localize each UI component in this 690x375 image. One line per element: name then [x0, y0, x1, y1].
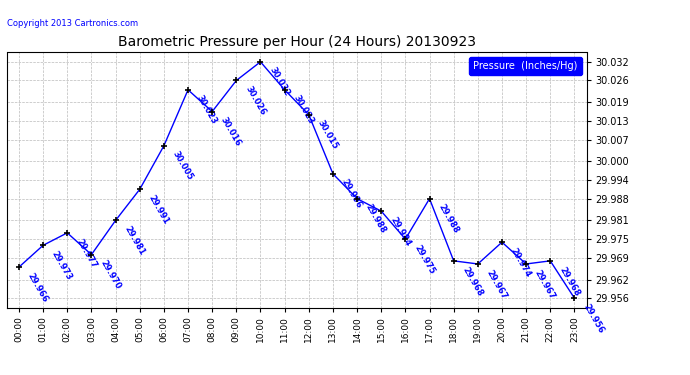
Text: 29.988: 29.988 — [364, 203, 388, 235]
Text: 29.981: 29.981 — [123, 225, 146, 257]
Text: 29.967: 29.967 — [485, 268, 509, 300]
Text: 29.967: 29.967 — [533, 268, 557, 300]
Text: 29.991: 29.991 — [147, 194, 170, 226]
Text: 29.966: 29.966 — [26, 271, 50, 304]
Text: 30.026: 30.026 — [244, 85, 267, 117]
Text: 30.032: 30.032 — [268, 66, 291, 98]
Text: 29.975: 29.975 — [413, 243, 436, 276]
Text: 30.023: 30.023 — [195, 94, 219, 126]
Text: 29.973: 29.973 — [50, 249, 74, 282]
Text: Copyright 2013 Cartronics.com: Copyright 2013 Cartronics.com — [7, 19, 138, 28]
Text: 29.974: 29.974 — [509, 246, 533, 279]
Text: 29.984: 29.984 — [388, 215, 412, 248]
Legend: Pressure  (Inches/Hg): Pressure (Inches/Hg) — [469, 57, 582, 75]
Text: 29.996: 29.996 — [340, 178, 364, 210]
Text: 30.023: 30.023 — [292, 94, 315, 126]
Text: 29.977: 29.977 — [75, 237, 98, 269]
Text: 30.016: 30.016 — [219, 116, 243, 148]
Text: 29.988: 29.988 — [437, 203, 460, 235]
Text: 29.970: 29.970 — [99, 259, 122, 291]
Text: 30.005: 30.005 — [171, 150, 195, 182]
Text: 29.968: 29.968 — [461, 265, 484, 297]
Text: 30.015: 30.015 — [316, 119, 339, 151]
Title: Barometric Pressure per Hour (24 Hours) 20130923: Barometric Pressure per Hour (24 Hours) … — [118, 34, 475, 48]
Text: 29.956: 29.956 — [582, 302, 605, 335]
Text: 29.968: 29.968 — [558, 265, 581, 297]
